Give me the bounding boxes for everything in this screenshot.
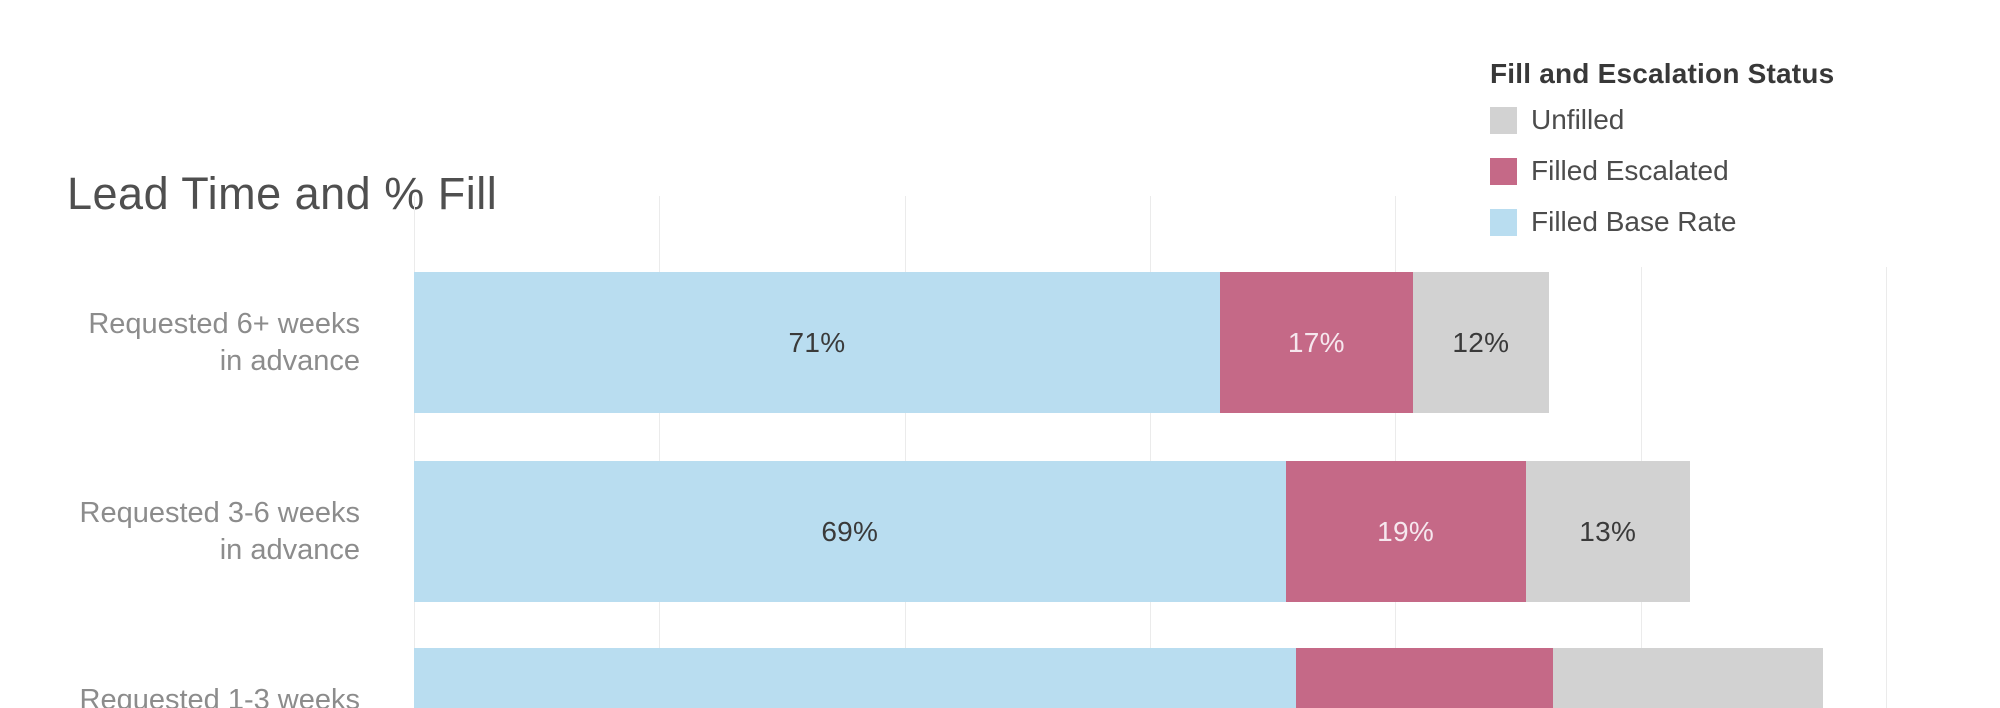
- category-label-line: Requested 3-6 weeks: [79, 496, 361, 529]
- bar-value-label: 19%: [1377, 515, 1435, 547]
- bar-segment-unfilled[interactable]: 13%: [1525, 461, 1690, 602]
- bar-value-label: 12%: [1452, 326, 1510, 358]
- legend-item-label: Filled Base Rate: [1531, 206, 1737, 237]
- category-label: Requested 3-6 weeks in advance: [20, 461, 361, 602]
- category-label-line: in advance: [219, 533, 360, 566]
- legend-swatch-icon: [1490, 157, 1517, 185]
- bar-value-label: 13%: [1579, 515, 1637, 547]
- bar-value-label: 69%: [821, 515, 879, 547]
- bar-segment-filled-base-rate[interactable]: 71%: [414, 272, 1220, 413]
- legend: Fill and Escalation Status Unfilled Fille…: [1478, 44, 1930, 267]
- x-gridline: [905, 196, 906, 708]
- bar-segment-filled-base-rate[interactable]: 62%: [414, 648, 1297, 708]
- bar-segment-filled-escalated[interactable]: 17%: [1219, 272, 1413, 413]
- bar-segment-filled-escalated[interactable]: 18%: [1296, 648, 1553, 708]
- bar-value-label: 19%: [1659, 703, 1716, 708]
- category-label-line: Requested 6+ weeks: [88, 307, 360, 340]
- bar-value-label: 18%: [1396, 703, 1453, 708]
- legend-item-filled-escalated[interactable]: Filled Escalated: [1490, 155, 1930, 187]
- legend-item-filled-base-rate[interactable]: Filled Base Rate: [1490, 206, 1930, 238]
- bar-row: 71% 17% 12%: [414, 272, 1549, 413]
- x-gridline: [1395, 196, 1396, 708]
- bar-value-label: 71%: [788, 326, 846, 358]
- category-label: Requested 6+ weeks in advance: [20, 272, 360, 413]
- legend-item-unfilled[interactable]: Unfilled: [1490, 104, 1930, 136]
- bar-segment-filled-base-rate[interactable]: 69%: [414, 461, 1286, 602]
- legend-item-label: Unfilled: [1531, 104, 1625, 135]
- x-gridline: [414, 196, 415, 708]
- chart-title: Lead Time and % Fill: [67, 168, 498, 219]
- legend-swatch-icon: [1490, 106, 1517, 134]
- x-gridline: [1641, 196, 1642, 708]
- bar-value-label: 62%: [827, 703, 884, 708]
- x-gridline: [659, 196, 660, 708]
- bar-segment-unfilled[interactable]: 12%: [1412, 272, 1549, 413]
- bar-value-label: 17%: [1287, 326, 1345, 358]
- category-label-line: in advance: [219, 344, 360, 377]
- bar-segment-unfilled[interactable]: 19%: [1552, 648, 1823, 708]
- category-label-line: Requested 1-3 weeks: [79, 683, 361, 708]
- x-gridline: [1886, 196, 1887, 708]
- bar-segment-filled-escalated[interactable]: 19%: [1285, 461, 1526, 602]
- bar-row: 62% 18% 19%: [414, 648, 1823, 708]
- bar-row: 69% 19% 13%: [414, 461, 1690, 602]
- legend-items: Unfilled Filled Escalated Filled Base Rate: [1478, 104, 1930, 238]
- x-gridline: [1150, 196, 1151, 708]
- legend-swatch-icon: [1490, 208, 1517, 236]
- legend-title: Fill and Escalation Status: [1490, 58, 1835, 89]
- legend-item-label: Filled Escalated: [1531, 155, 1729, 186]
